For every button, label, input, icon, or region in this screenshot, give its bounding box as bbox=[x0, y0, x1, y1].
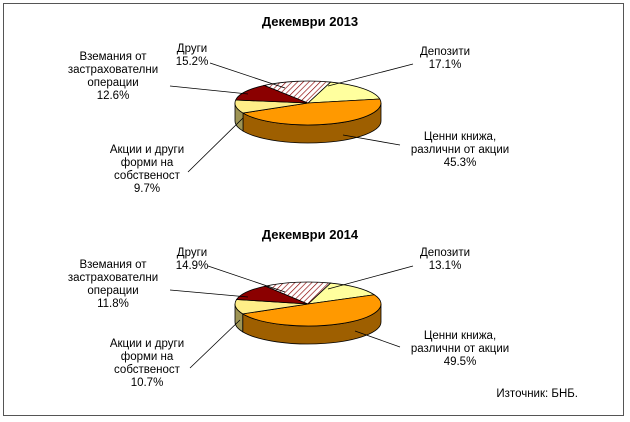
pie-slice-depositi bbox=[306, 81, 381, 104]
slice-label-line: Вземания от bbox=[79, 51, 147, 63]
leader-line-cenni_knija bbox=[354, 330, 401, 348]
pie-chart-2013 bbox=[234, 80, 382, 144]
slice-label-line: Други bbox=[177, 43, 207, 55]
slice-label-line: операции bbox=[87, 77, 138, 89]
pie-chart-2014 bbox=[234, 281, 382, 345]
leader-line-vzemania bbox=[169, 85, 249, 95]
slice-label-vzemania: Вземания от застрахователни операции 12.6% bbox=[68, 51, 158, 102]
slice-label-cenni_knija: Ценни книжа, различни от акции 45.3% bbox=[411, 131, 509, 169]
slice-label-line: Вземания от bbox=[79, 259, 147, 271]
slice-label-line: 13.1% bbox=[429, 260, 462, 272]
pie-slice-cenni_knija bbox=[241, 98, 382, 126]
slice-label-line: 49.5% bbox=[444, 356, 477, 368]
slice-label-vzemania: Вземания от застрахователни операции 11.8% bbox=[68, 259, 158, 310]
slice-label-line: форми на bbox=[121, 157, 174, 169]
pie-labels-2013: Депозити 17.1% Ценни книжа, различни от акц… bbox=[68, 43, 509, 195]
slice-label-akcii: Акции и други форми на собственост 10.7% bbox=[110, 338, 184, 389]
slice-label-line: операции bbox=[87, 285, 138, 297]
leader-line-akcii bbox=[187, 117, 244, 173]
chart-title-2013: Декември 2013 bbox=[262, 14, 358, 29]
slice-label-line: собственост bbox=[114, 364, 181, 376]
chart-frame bbox=[3, 3, 624, 416]
slice-label-line: Депозити bbox=[420, 46, 470, 58]
leader-line-vzemania bbox=[169, 289, 249, 298]
leader-line-akcii bbox=[189, 319, 241, 369]
slice-label-line: Акции и други bbox=[110, 144, 184, 156]
slice-label-line: Депозити bbox=[420, 247, 470, 259]
source-note: Източник: БНБ. bbox=[496, 388, 578, 400]
pie-labels-2014: Депозити 13.1% Ценни книжа, различни от акц… bbox=[68, 247, 509, 389]
slice-label-line: 45.3% bbox=[444, 157, 477, 169]
slice-label-drugi: Други 14.9% bbox=[176, 247, 209, 272]
leader-line-drugi bbox=[209, 62, 286, 89]
leader-line-drugi bbox=[207, 265, 286, 293]
slice-label-depositi: Депозити 13.1% bbox=[420, 247, 470, 272]
leader-line-depositi bbox=[327, 265, 414, 290]
slice-label-line: Ценни книжа, bbox=[424, 330, 496, 342]
slice-label-akcii: Акции и други форми на собственост 9.7% bbox=[110, 144, 184, 195]
slice-label-line: 11.8% bbox=[97, 298, 129, 310]
slice-label-depositi: Депозити 17.1% bbox=[420, 46, 470, 71]
slice-label-cenni_knija: Ценни книжа, различни от акции 49.5% bbox=[411, 330, 509, 368]
slice-label-line: 12.6% bbox=[97, 90, 130, 102]
slice-label-drugi: Други 15.2% bbox=[176, 43, 209, 68]
leader-line-cenni_knija bbox=[342, 134, 401, 146]
slice-label-line: Други bbox=[177, 247, 207, 259]
slice-label-line: 14.9% bbox=[176, 260, 209, 272]
slice-label-line: застрахователни bbox=[68, 64, 158, 76]
slice-label-line: застрахователни bbox=[68, 272, 158, 284]
slice-label-line: 17.1% bbox=[429, 59, 462, 71]
slice-label-line: собственост bbox=[114, 170, 181, 182]
slice-label-line: Ценни книжа, bbox=[424, 131, 496, 143]
chart-title-2014: Декември 2014 bbox=[262, 227, 359, 242]
leader-line-depositi bbox=[327, 63, 414, 87]
slice-label-line: 15.2% bbox=[176, 56, 209, 68]
slice-label-line: форми на bbox=[121, 351, 174, 363]
pie-slice-cenni_knija bbox=[241, 294, 382, 327]
slice-label-line: различни от акции bbox=[411, 144, 509, 156]
slice-label-line: Акции и други bbox=[110, 338, 184, 350]
slice-label-line: 9.7% bbox=[134, 183, 160, 195]
slice-label-line: различни от акции bbox=[411, 343, 509, 355]
pie-slice-vzemania bbox=[235, 84, 309, 104]
slice-label-line: 10.7% bbox=[131, 377, 164, 389]
